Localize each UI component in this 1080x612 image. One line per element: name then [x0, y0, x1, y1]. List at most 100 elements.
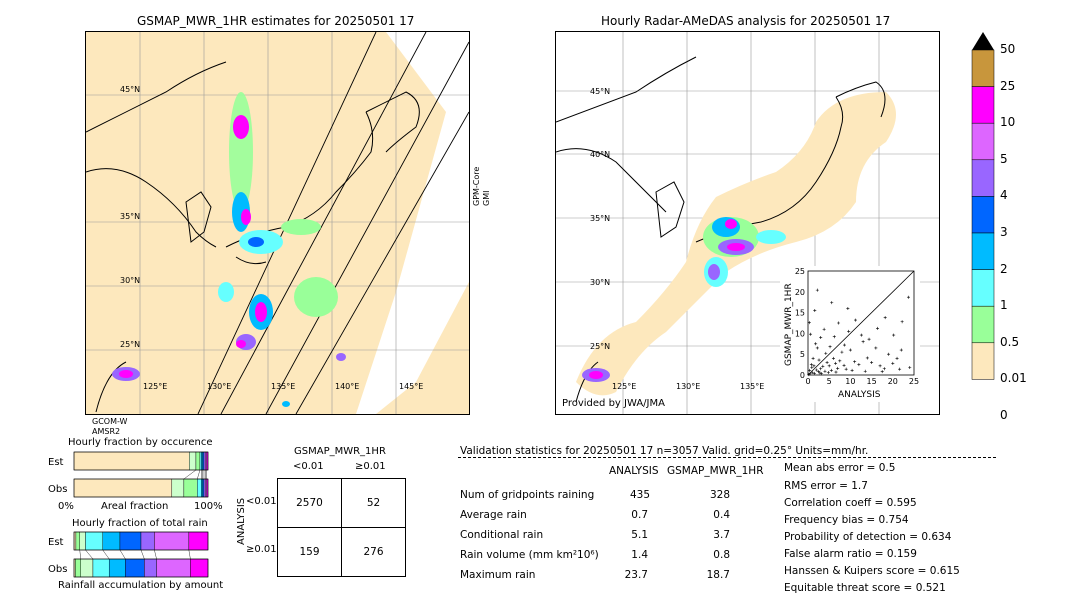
validation-divider — [458, 457, 996, 458]
scatter-ytick: 20 — [795, 288, 805, 297]
contingency-title: GSMAP_MWR_1HR — [294, 446, 386, 457]
scatter-point — [838, 359, 842, 363]
scatter-ytick: 25 — [795, 267, 805, 276]
colorbar-label: 4 — [1000, 188, 1008, 203]
scatter-point — [826, 371, 830, 375]
stacked-bar-segment — [205, 478, 207, 498]
stacked-bar-segment — [75, 558, 81, 578]
scatter-point — [878, 364, 882, 368]
left-map-swath-edges — [197, 32, 469, 414]
score-5: False alarm ratio = 0.159 — [784, 548, 917, 560]
scatter-point — [829, 368, 833, 372]
stacked-bar-segment — [140, 531, 155, 551]
colorbar-label: 25 — [1000, 78, 1016, 93]
scatter-plot: 0 5 10 15 20 25 0 5 10 15 20 25 — [795, 267, 919, 386]
stacked-bar-segment — [188, 531, 209, 551]
scatter-point — [819, 336, 823, 340]
scatter-point — [832, 335, 836, 339]
stacked-bar-segment — [144, 558, 157, 578]
scatter-xtick: 5 — [827, 377, 832, 386]
left-lon-label-130: 130°E — [207, 382, 232, 391]
right-map: 45°N 40°N 35°N 30°N 25°N 125°E 130°E 135… — [555, 31, 940, 415]
colorbar-label: 10 — [1000, 115, 1016, 130]
sensor-label-amsr2: AMSR2 — [92, 427, 121, 436]
stacked-bar-segment — [79, 531, 86, 551]
scatter-point — [900, 320, 904, 324]
right-lon-label-130: 130°E — [676, 382, 701, 391]
scatter-point — [819, 367, 823, 371]
swath-label-gmi: GMI — [482, 190, 491, 206]
scatter-point — [844, 367, 848, 371]
scatter-point — [822, 327, 826, 331]
colorbar-label: 5 — [1000, 151, 1008, 166]
scatter-point — [823, 369, 827, 373]
colorbar-label: 3 — [1000, 225, 1008, 239]
stacked-bar-segment — [73, 478, 173, 498]
stacked-bar-segment — [183, 478, 198, 498]
contingency-cell-10: 159 — [277, 527, 342, 577]
colorbar-label: 0 — [1000, 408, 1008, 422]
stacked-bar-segment — [102, 531, 121, 551]
contingency-cell-00: 2570 — [277, 478, 342, 528]
scatter-ytick: 10 — [795, 329, 805, 338]
sensor-label-gcomw: GCOM-W — [92, 417, 128, 426]
colorbar-label: 2 — [1000, 261, 1008, 276]
scatter-point — [812, 364, 816, 368]
stacked-bar-outline — [73, 478, 209, 498]
totalrain-obs-label: Obs — [48, 564, 68, 575]
scatter-point — [874, 346, 878, 350]
occurrence-xtick-left: 0% — [58, 501, 74, 512]
stacked-bar-segment — [75, 531, 80, 551]
stacked-bar-segment — [125, 558, 145, 578]
stacked-bar-guide — [102, 549, 110, 560]
stacked-bar-segment — [85, 531, 103, 551]
scatter-point — [846, 306, 850, 310]
scatter-point — [880, 370, 884, 374]
stacked-bar-segment — [92, 558, 110, 578]
scatter-point — [848, 348, 852, 352]
occurrence-xtick-right: 100% — [194, 501, 223, 512]
scatter-point — [807, 321, 811, 325]
stacked-bar-segment — [197, 478, 202, 498]
score-6: Hanssen & Kuipers score = 0.615 — [784, 565, 960, 577]
scatter-xtick: 15 — [867, 377, 877, 386]
stacked-bar-segment — [203, 451, 206, 471]
stacked-bar-guide — [85, 549, 94, 560]
left-map: 45°N 35°N 30°N 25°N 125°E 130°E 135°E 14… — [85, 31, 470, 415]
val-row-4-b: 18.7 — [706, 569, 730, 581]
right-lon-label-135: 135°E — [740, 382, 765, 391]
val-row-3-a: 1.4 — [631, 549, 648, 561]
scatter-point — [899, 348, 903, 352]
val-row-1-a: 0.7 — [631, 509, 648, 521]
stacked-bar-segment — [203, 478, 206, 498]
stacked-bar-guide — [140, 549, 145, 560]
left-lon-label-145: 145°E — [399, 382, 424, 391]
left-map-rain — [112, 92, 346, 407]
scatter-point — [812, 371, 816, 375]
contingency-row-1: <0.01 — [246, 496, 277, 507]
colorbar-label: 0.01 — [1000, 371, 1027, 386]
score-4: Probability of detection = 0.634 — [784, 531, 952, 543]
stacked-bar-outline — [73, 451, 209, 471]
val-row-2-label: Conditional rain — [460, 529, 544, 541]
scatter-point — [853, 318, 857, 322]
scatter-point — [809, 363, 813, 367]
scatter-point — [867, 337, 871, 341]
left-map-nodata-east — [356, 32, 469, 414]
scatter-point — [837, 321, 841, 325]
scatter-point — [887, 352, 891, 356]
stacked-bar-guide — [119, 549, 126, 560]
scatter-point — [908, 366, 912, 370]
colorbar-segment — [971, 342, 995, 380]
scatter-point — [809, 332, 813, 336]
colorbar-segment — [971, 49, 995, 87]
contingency-table: 2570 52 159 276 — [277, 478, 406, 577]
totalrain-title: Hourly fraction of total rain — [72, 518, 208, 529]
scatter-xlabel: ANALYSIS — [838, 390, 881, 400]
scatter-point — [840, 350, 844, 354]
val-row-2-b: 3.7 — [713, 529, 730, 541]
scatter-point — [865, 356, 869, 360]
val-row-4-a: 23.7 — [624, 569, 648, 581]
score-2: Correlation coeff = 0.595 — [784, 497, 917, 509]
scatter-point — [814, 342, 818, 346]
